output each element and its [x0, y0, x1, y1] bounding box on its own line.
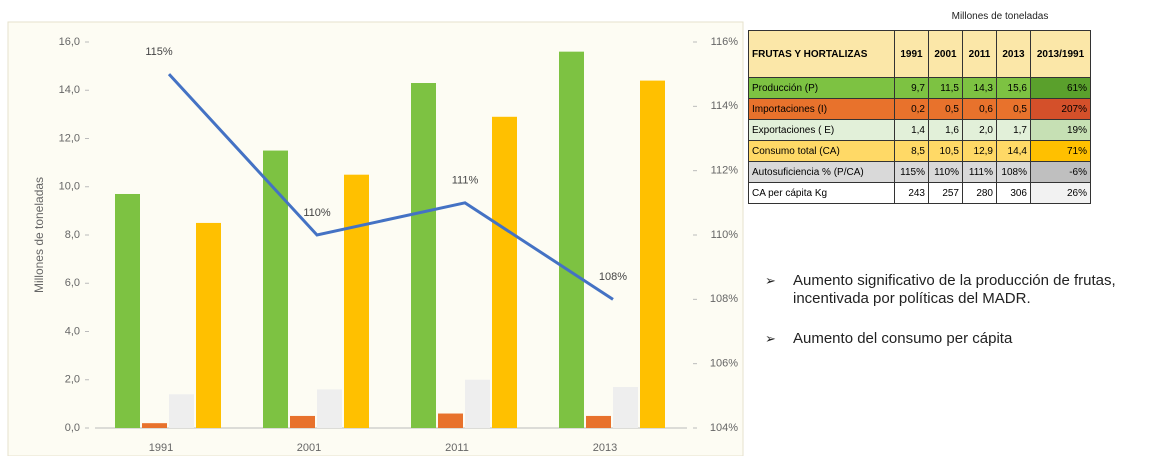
table-cell: Autosuficiencia % (P/CA): [748, 161, 895, 183]
table-cell: 0,6: [962, 98, 997, 120]
x-tick-label: 1991: [149, 442, 173, 454]
y2-tick-label: 110%: [711, 229, 739, 241]
x-tick-label: 2011: [445, 442, 469, 454]
table-cell: Importaciones (I): [748, 98, 895, 120]
table-cell: -6%: [1030, 161, 1091, 183]
table-cell: 243: [894, 182, 929, 204]
y-tick-label: 10,0: [59, 181, 80, 193]
table-cell: 115%: [894, 161, 929, 183]
table-cell: 9,7: [894, 77, 929, 99]
table-cell: 1,6: [928, 119, 963, 141]
y-tick-label: 6,0: [65, 277, 80, 289]
x-tick-label: 2013: [593, 442, 617, 454]
header-row: FRUTAS Y HORTALIZAS 1991 2001 2011 2013 2013/…: [748, 30, 1091, 78]
y2-tick-label: 114%: [711, 100, 739, 112]
y-tick-label: 0,0: [65, 422, 80, 434]
table-cell: 11,5: [928, 77, 963, 99]
y-tick-label: 14,0: [59, 84, 80, 96]
table-cell: 207%: [1030, 98, 1091, 120]
bullet-list: Aumento significativo de la producción d…: [765, 272, 1145, 370]
table-cell: Consumo total (CA): [748, 140, 895, 162]
y-tick-label: 16,0: [59, 36, 80, 48]
bar: [263, 150, 288, 428]
header-cell: 1991: [894, 30, 929, 78]
table-cell: 14,3: [962, 77, 997, 99]
table-row: Exportaciones ( E) 1,4 1,6 2,0 1,7 19%: [748, 119, 1091, 141]
bar: [438, 413, 463, 428]
table-cell: 12,9: [962, 140, 997, 162]
table-cell: Producción (P): [748, 77, 895, 99]
y-tick-label: 4,0: [65, 325, 80, 337]
y2-tick-label: 112%: [711, 165, 739, 177]
bar: [640, 80, 665, 428]
y2-tick-label: 106%: [710, 358, 738, 370]
table-row: Autosuficiencia % (P/CA) 115% 110% 111% 108%…: [748, 161, 1091, 183]
chart: Millones de toneladas 0,0 2,0 4,0 6,0 8,0 10,…: [7, 21, 744, 456]
table-title: Millones de toneladas: [951, 11, 1049, 22]
table-cell: 71%: [1030, 140, 1091, 162]
x-tick-label: 2001: [297, 442, 321, 454]
bar: [411, 83, 436, 428]
table-cell: Exportaciones ( E): [748, 119, 895, 141]
table-cell: 1,7: [996, 119, 1031, 141]
table-cell: 61%: [1030, 77, 1091, 99]
bar: [465, 379, 490, 428]
bar: [613, 386, 638, 428]
bar: [344, 174, 369, 428]
data-label: 108%: [599, 271, 627, 283]
table-cell: 110%: [928, 161, 963, 183]
table-cell: 1,4: [894, 119, 929, 141]
y-axis-title: Millones de toneladas: [32, 177, 46, 293]
data-label: 115%: [145, 46, 173, 58]
bar: [290, 415, 315, 428]
header-cell: 2013: [996, 30, 1031, 78]
table-cell: 8,5: [894, 140, 929, 162]
y-tick-label: 12,0: [59, 132, 80, 144]
table-cell: 15,6: [996, 77, 1031, 99]
table-cell: 10,5: [928, 140, 963, 162]
bar: [169, 394, 194, 428]
table-cell: 280: [962, 182, 997, 204]
table-cell: CA per cápita Kg: [748, 182, 895, 204]
bullet: Aumento del consumo per cápita: [765, 330, 1145, 348]
y2-tick-label: 104%: [710, 422, 738, 434]
table-cell: 0,5: [928, 98, 963, 120]
table-row: Producción (P) 9,7 11,5 14,3 15,6 61%: [748, 77, 1091, 99]
data-table: FRUTAS Y HORTALIZAS 1991 2001 2011 2013 2013/…: [748, 30, 1091, 204]
y-tick-label: 8,0: [65, 229, 80, 241]
table-cell: 14,4: [996, 140, 1031, 162]
line: [167, 73, 614, 301]
table-cell: 306: [996, 182, 1031, 204]
bullet: Aumento significativo de la producción d…: [765, 272, 1145, 308]
bar: [586, 415, 611, 428]
header-cell: 2013/1991: [1030, 30, 1091, 78]
table-row: CA per cápita Kg 243 257 280 306 26%: [748, 182, 1091, 204]
table-cell: 108%: [996, 161, 1031, 183]
table-cell: 26%: [1030, 182, 1091, 204]
bar: [142, 423, 167, 428]
table-row: Consumo total (CA) 8,5 10,5 12,9 14,4 71%: [748, 140, 1091, 162]
data-label: 111%: [452, 175, 479, 187]
header-cell: 2011: [962, 30, 997, 78]
table-cell: 257: [928, 182, 963, 204]
bar: [196, 222, 221, 428]
y-tick-label: 2,0: [65, 374, 80, 386]
bar: [492, 116, 517, 428]
table-cell: 2,0: [962, 119, 997, 141]
bar: [559, 51, 584, 429]
data-label: 110%: [303, 207, 331, 219]
table-cell: 0,2: [894, 98, 929, 120]
table-row: Importaciones (I) 0,2 0,5 0,6 0,5 207%: [748, 98, 1091, 120]
table-cell: 0,5: [996, 98, 1031, 120]
bar: [115, 193, 140, 428]
header-cell: FRUTAS Y HORTALIZAS: [748, 30, 895, 78]
table-cell: 19%: [1030, 119, 1091, 141]
header-cell: 2001: [928, 30, 963, 78]
bar: [317, 389, 342, 428]
table-cell: 111%: [962, 161, 997, 183]
y2-tick-label: 116%: [711, 36, 739, 48]
y2-tick-label: 108%: [710, 293, 738, 305]
